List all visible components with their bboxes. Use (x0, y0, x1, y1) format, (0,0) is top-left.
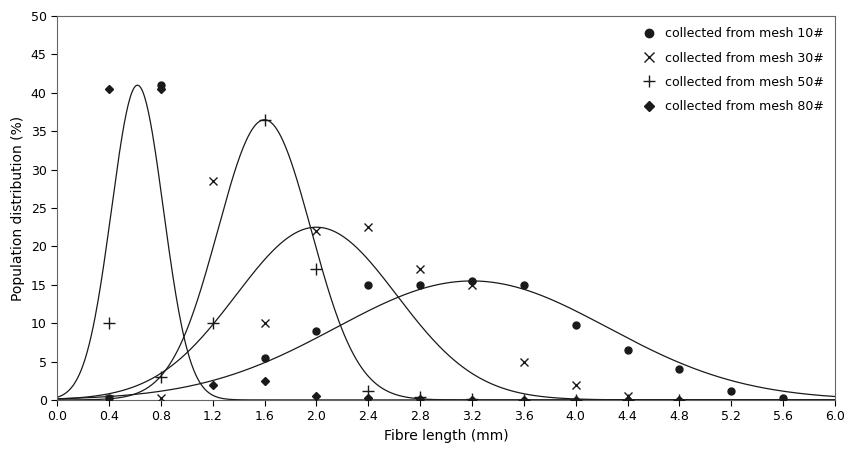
collected from mesh 30# (259, 321, 270, 326)
collected from mesh 50# (675, 397, 685, 403)
collected from mesh 50# (415, 394, 425, 400)
collected from mesh 80# (571, 397, 581, 403)
collected from mesh 80# (622, 397, 633, 403)
collected from mesh 30# (312, 228, 322, 234)
collected from mesh 10# (778, 395, 788, 400)
collected from mesh 10# (156, 83, 166, 88)
collected from mesh 10# (675, 366, 685, 372)
X-axis label: Fibre length (mm): Fibre length (mm) (383, 429, 508, 443)
collected from mesh 80# (415, 396, 425, 402)
collected from mesh 10# (467, 278, 477, 284)
collected from mesh 50# (622, 397, 633, 403)
collected from mesh 10# (726, 388, 736, 394)
collected from mesh 30# (207, 178, 217, 184)
collected from mesh 50# (259, 117, 270, 123)
collected from mesh 30# (519, 359, 529, 364)
collected from mesh 10# (259, 355, 270, 360)
collected from mesh 80# (207, 382, 217, 387)
collected from mesh 50# (467, 396, 477, 402)
collected from mesh 50# (207, 321, 217, 326)
collected from mesh 30# (363, 224, 373, 230)
Line: collected from mesh 50#: collected from mesh 50# (104, 114, 685, 405)
collected from mesh 10# (622, 347, 633, 353)
collected from mesh 10# (363, 282, 373, 287)
Legend: collected from mesh 10#, collected from mesh 30#, collected from mesh 50#, colle: collected from mesh 10#, collected from … (638, 22, 829, 118)
collected from mesh 50# (104, 321, 114, 326)
collected from mesh 80# (467, 397, 477, 402)
collected from mesh 10# (519, 282, 529, 287)
collected from mesh 10# (104, 395, 114, 401)
collected from mesh 80# (363, 395, 373, 401)
collected from mesh 30# (622, 393, 633, 399)
collected from mesh 80# (312, 393, 322, 399)
collected from mesh 50# (571, 397, 581, 403)
collected from mesh 30# (571, 382, 581, 387)
collected from mesh 10# (415, 282, 425, 287)
collected from mesh 30# (156, 395, 166, 400)
collected from mesh 50# (156, 374, 166, 380)
Y-axis label: Population distribution (%): Population distribution (%) (11, 115, 25, 301)
collected from mesh 30# (104, 396, 114, 402)
collected from mesh 80# (104, 86, 114, 92)
collected from mesh 80# (156, 86, 166, 92)
collected from mesh 30# (415, 266, 425, 272)
collected from mesh 50# (363, 388, 373, 394)
collected from mesh 80# (519, 397, 529, 403)
Line: collected from mesh 80#: collected from mesh 80# (106, 86, 682, 403)
collected from mesh 80# (675, 397, 685, 403)
collected from mesh 30# (467, 282, 477, 287)
Line: collected from mesh 10#: collected from mesh 10# (105, 82, 787, 402)
collected from mesh 80# (259, 378, 270, 384)
collected from mesh 10# (571, 322, 581, 327)
collected from mesh 50# (312, 266, 322, 272)
Line: collected from mesh 30#: collected from mesh 30# (104, 177, 632, 403)
collected from mesh 10# (312, 328, 322, 334)
collected from mesh 50# (519, 397, 529, 403)
